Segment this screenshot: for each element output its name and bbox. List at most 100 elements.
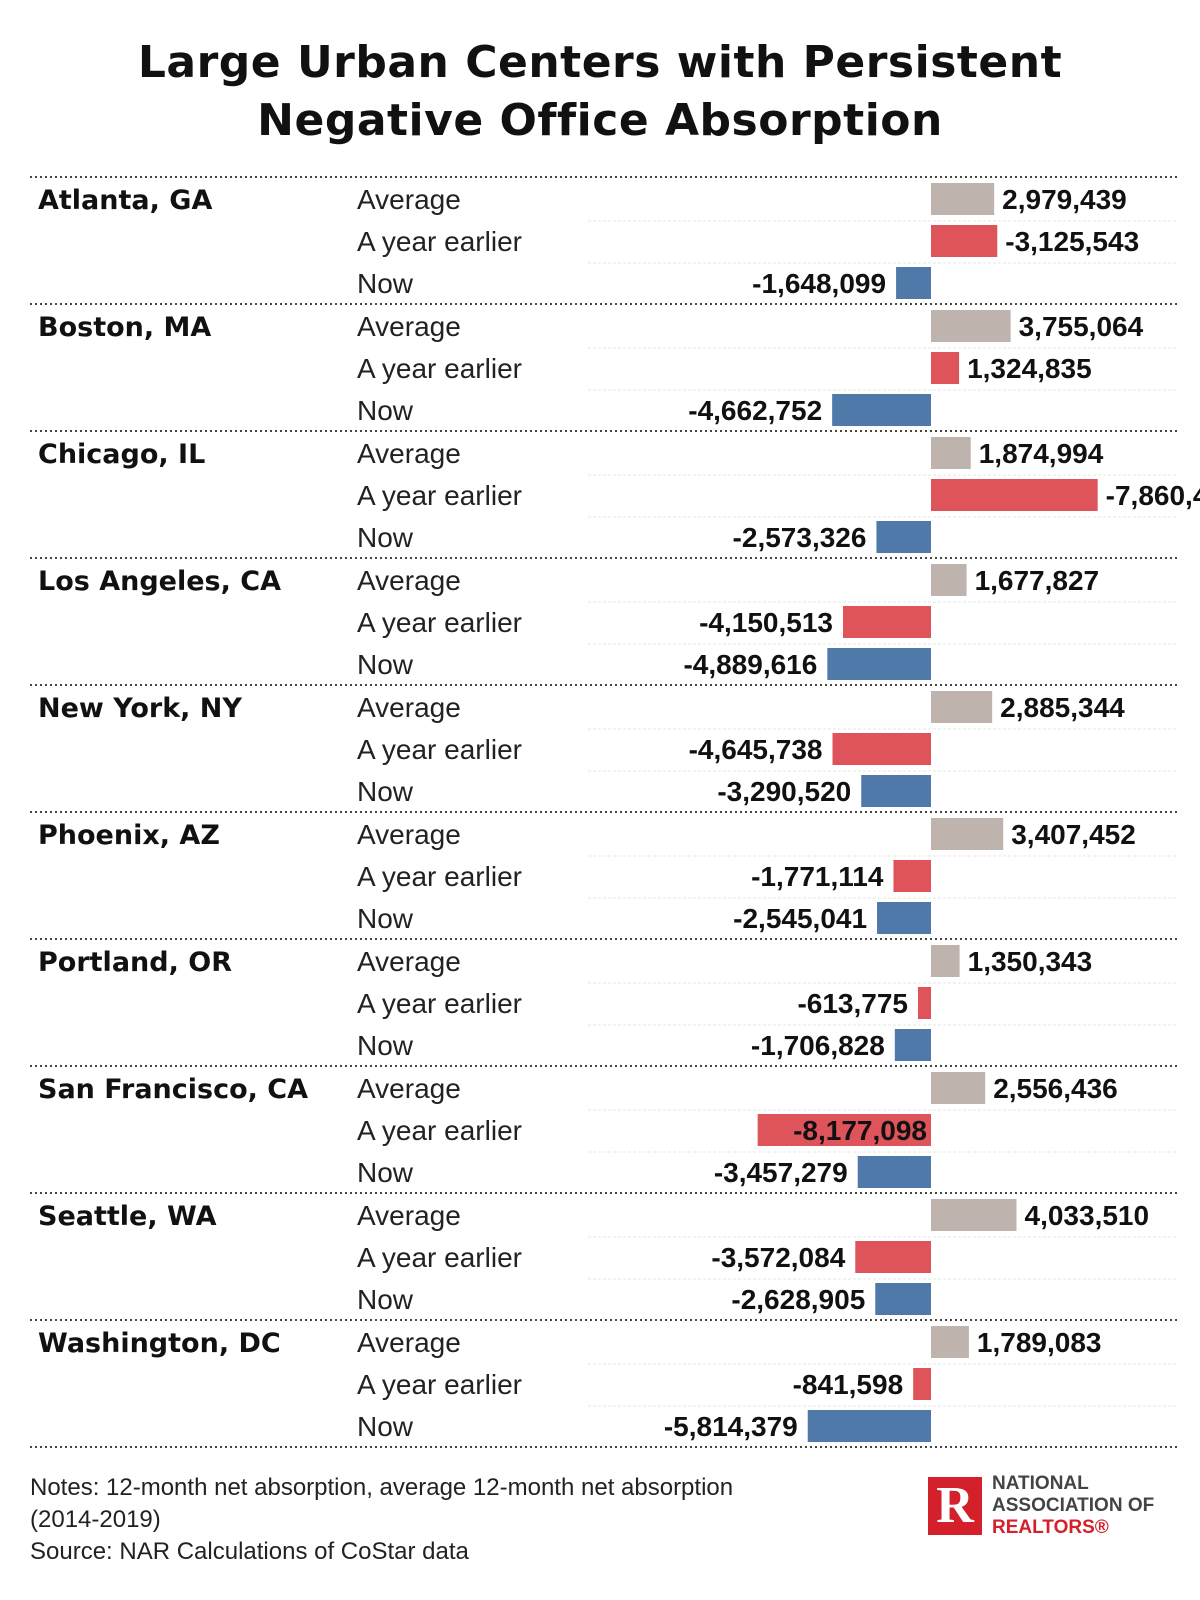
bar-seattle-wa-avg bbox=[931, 1199, 1017, 1231]
value-label: -841,598 bbox=[793, 1369, 904, 1400]
value-label: 2,885,344 bbox=[1000, 692, 1125, 723]
city-label-phoenix-az: Phoenix, AZ bbox=[38, 820, 220, 851]
row-label-yr: A year earlier bbox=[357, 734, 522, 765]
bar-boston-ma-avg bbox=[931, 310, 1011, 342]
bar-boston-ma-yr bbox=[931, 352, 960, 384]
value-label: 4,033,510 bbox=[1025, 1200, 1150, 1231]
value-label: 1,789,083 bbox=[977, 1327, 1102, 1358]
bar-phoenix-az-yr bbox=[893, 860, 931, 892]
row-label-yr: A year earlier bbox=[357, 607, 522, 638]
bar-new-york-ny-yr bbox=[832, 733, 931, 765]
title-line-2: Negative Office Absorption bbox=[257, 95, 943, 146]
value-label: 2,556,436 bbox=[993, 1073, 1118, 1104]
value-label: -1,771,114 bbox=[751, 861, 884, 892]
bar-atlanta-ga-avg bbox=[931, 183, 995, 215]
bar-seattle-wa-yr bbox=[855, 1241, 931, 1273]
value-label: 1,324,835 bbox=[967, 353, 1092, 384]
bar-los-angeles-ca-avg bbox=[931, 564, 967, 596]
source-line: Source: NAR Calculations of CoStar data bbox=[30, 1538, 469, 1565]
logo-line-2: ASSOCIATION OF bbox=[992, 1495, 1155, 1516]
logo-line-1: NATIONAL bbox=[992, 1473, 1089, 1494]
row-label-avg: Average bbox=[357, 565, 461, 596]
bar-washington-dc-now bbox=[807, 1410, 931, 1442]
value-label: -613,775 bbox=[797, 988, 908, 1019]
value-label: -4,150,513 bbox=[699, 607, 833, 638]
title-line-1: Large Urban Centers with Persistent bbox=[137, 37, 1063, 88]
row-label-now: Now bbox=[357, 776, 414, 807]
value-label: 1,350,343 bbox=[968, 946, 1093, 977]
row-label-now: Now bbox=[357, 903, 414, 934]
row-label-now: Now bbox=[357, 1157, 414, 1188]
row-label-yr: A year earlier bbox=[357, 1242, 522, 1273]
row-label-now: Now bbox=[357, 522, 414, 553]
logo-line-3: REALTORS® bbox=[992, 1517, 1109, 1538]
value-label: -4,889,616 bbox=[683, 649, 817, 680]
bar-washington-dc-yr bbox=[913, 1368, 931, 1400]
row-label-now: Now bbox=[357, 649, 414, 680]
realtor-r-icon: R bbox=[928, 1477, 982, 1535]
bar-chicago-il-now bbox=[876, 521, 931, 553]
value-label: -7,860,489 bbox=[1106, 480, 1200, 511]
value-label: -4,662,752 bbox=[688, 395, 822, 426]
value-label: -3,572,084 bbox=[711, 1242, 845, 1273]
row-label-now: Now bbox=[357, 1030, 414, 1061]
logo-mark-letter: R bbox=[936, 1477, 974, 1534]
city-label-los-angeles-ca: Los Angeles, CA bbox=[38, 566, 281, 597]
row-label-avg: Average bbox=[357, 311, 461, 342]
city-label-atlanta-ga: Atlanta, GA bbox=[38, 185, 212, 216]
bar-phoenix-az-avg bbox=[931, 818, 1004, 850]
bar-san-francisco-ca-now bbox=[857, 1156, 931, 1188]
city-label-boston-ma: Boston, MA bbox=[38, 312, 211, 343]
value-label: -1,648,099 bbox=[752, 268, 886, 299]
bar-atlanta-ga-now bbox=[896, 267, 931, 299]
row-label-avg: Average bbox=[357, 692, 461, 723]
row-label-now: Now bbox=[357, 1284, 414, 1315]
row-label-yr: A year earlier bbox=[357, 226, 522, 257]
row-label-avg: Average bbox=[357, 946, 461, 977]
city-label-san-francisco-ca: San Francisco, CA bbox=[38, 1074, 308, 1105]
bar-chicago-il-yr bbox=[931, 479, 1098, 511]
bar-seattle-wa-now bbox=[875, 1283, 931, 1315]
value-label: -3,457,279 bbox=[714, 1157, 848, 1188]
bar-portland-or-avg bbox=[931, 945, 960, 977]
city-label-seattle-wa: Seattle, WA bbox=[38, 1201, 217, 1232]
value-label: -3,290,520 bbox=[717, 776, 851, 807]
value-label: -1,706,828 bbox=[751, 1030, 885, 1061]
row-label-avg: Average bbox=[357, 819, 461, 850]
notes: Notes: 12-month net absorption, average … bbox=[30, 1472, 910, 1568]
value-label: -3,125,543 bbox=[1005, 226, 1139, 257]
row-label-avg: Average bbox=[357, 1073, 461, 1104]
bar-washington-dc-avg bbox=[931, 1326, 969, 1358]
bar-atlanta-ga-yr bbox=[931, 225, 998, 257]
bar-new-york-ny-now bbox=[861, 775, 931, 807]
row-label-now: Now bbox=[357, 1411, 414, 1442]
city-label-new-york-ny: New York, NY bbox=[38, 693, 242, 724]
bar-los-angeles-ca-now bbox=[827, 648, 931, 680]
row-label-yr: A year earlier bbox=[357, 988, 522, 1019]
bar-los-angeles-ca-yr bbox=[843, 606, 931, 638]
value-label: -2,573,326 bbox=[733, 522, 867, 553]
bar-san-francisco-ca-yr bbox=[757, 1114, 931, 1146]
notes-line-2: (2014-2019) bbox=[30, 1506, 161, 1533]
value-label: -4,645,738 bbox=[689, 734, 823, 765]
value-label: 3,407,452 bbox=[1011, 819, 1136, 850]
value-label: -2,545,041 bbox=[733, 903, 867, 934]
city-label-chicago-il: Chicago, IL bbox=[38, 439, 205, 470]
row-label-yr: A year earlier bbox=[357, 480, 522, 511]
notes-line-1: Notes: 12-month net absorption, average … bbox=[30, 1474, 734, 1501]
row-label-avg: Average bbox=[357, 438, 461, 469]
bar-portland-or-yr bbox=[917, 987, 931, 1019]
nar-logo: R NATIONAL ASSOCIATION OF REALTORS® bbox=[928, 1473, 1178, 1545]
value-label: -2,628,905 bbox=[731, 1284, 865, 1315]
row-label-now: Now bbox=[357, 395, 414, 426]
row-label-avg: Average bbox=[357, 184, 461, 215]
bar-phoenix-az-now bbox=[877, 902, 931, 934]
row-label-yr: A year earlier bbox=[357, 861, 522, 892]
value-label: 1,677,827 bbox=[975, 565, 1100, 596]
bar-chicago-il-avg bbox=[931, 437, 971, 469]
row-label-now: Now bbox=[357, 268, 414, 299]
value-label: 2,979,439 bbox=[1002, 184, 1127, 215]
bar-portland-or-now bbox=[894, 1029, 931, 1061]
value-label: 3,755,064 bbox=[1019, 311, 1144, 342]
bar-boston-ma-now bbox=[832, 394, 931, 426]
